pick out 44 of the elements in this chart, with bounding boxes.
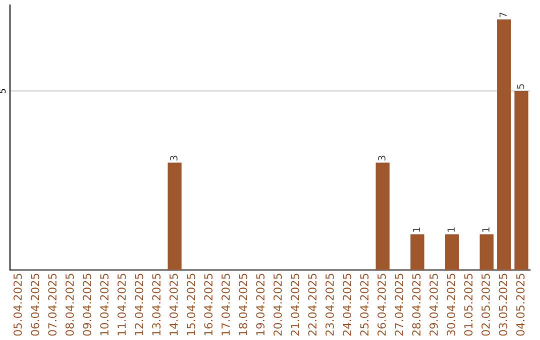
x-tick-label: 13.04.2025	[152, 274, 161, 336]
x-tick-label: 27.04.2025	[394, 274, 404, 336]
x-tick-label: 11.04.2025	[117, 274, 126, 336]
x-tick-label: 01.05.2025	[464, 274, 473, 336]
bar	[168, 162, 182, 270]
bar	[514, 90, 528, 270]
x-tick-label: 10.04.2025	[100, 274, 109, 336]
data-label: 3	[170, 156, 178, 160]
x-tick-label: 20.04.2025	[273, 274, 282, 336]
x-tick-label: 04.05.2025	[516, 274, 525, 336]
x-tick-label: 18.04.2025	[238, 274, 248, 336]
x-tick-label: 21.04.2025	[290, 274, 300, 336]
x-tick-label: 24.04.2025	[342, 274, 352, 336]
data-label: 3	[378, 156, 386, 160]
x-tick-label: 15.04.2025	[186, 274, 196, 336]
bar	[376, 162, 390, 270]
x-tick-label: 16.04.2025	[204, 274, 213, 336]
data-label: 1	[412, 228, 420, 232]
x-tick-label: 12.04.2025	[134, 274, 144, 336]
data-label: 1	[482, 228, 490, 232]
x-tick-label: 06.04.2025	[30, 274, 40, 336]
bar	[410, 234, 424, 270]
x-tick-label: 02.05.2025	[481, 274, 490, 336]
x-tick-label: 30.04.2025	[446, 274, 456, 336]
x-tick-label: 29.04.2025	[429, 274, 438, 336]
bar	[497, 19, 511, 270]
x-tick-label: 14.04.2025	[169, 274, 178, 336]
x-tick-label: 22.04.2025	[308, 274, 317, 336]
bar	[480, 234, 494, 270]
x-tick-label: 03.05.2025	[498, 274, 508, 336]
data-label: 5	[516, 84, 524, 89]
x-tick-label: 25.04.2025	[360, 274, 369, 336]
x-tick-label: 17.04.2025	[221, 274, 230, 336]
bar	[445, 234, 459, 270]
x-tick-label: 28.04.2025	[412, 274, 421, 336]
x-tick-label: 23.04.2025	[325, 274, 334, 336]
x-tick-label: 26.04.2025	[377, 274, 386, 336]
x-tick-label: 19.04.2025	[256, 274, 265, 336]
x-tick-label: 08.04.2025	[65, 274, 74, 336]
data-label: 1	[448, 228, 455, 232]
x-tick-label: 05.04.2025	[13, 274, 22, 336]
x-tick-label: 09.04.2025	[82, 274, 92, 336]
data-label: 7	[500, 12, 507, 18]
x-tick-label: 07.04.2025	[48, 274, 57, 336]
